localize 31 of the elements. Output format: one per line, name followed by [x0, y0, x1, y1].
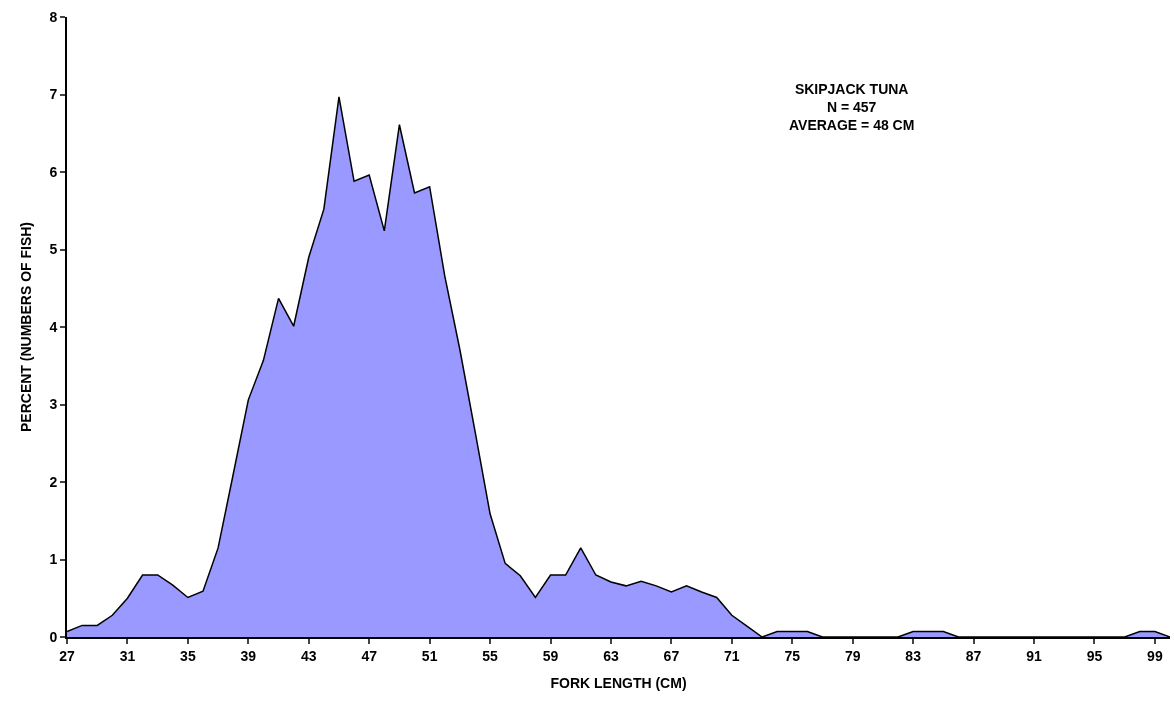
x-tick-label: 55 — [482, 647, 499, 664]
x-tick-label: 87 — [965, 647, 982, 664]
x-tick-label: 63 — [603, 647, 619, 664]
x-tick-label: 95 — [1086, 647, 1103, 664]
y-tick-label: 0 — [49, 628, 58, 645]
y-tick-label: 7 — [49, 86, 58, 103]
x-tick-label: 99 — [1147, 647, 1163, 664]
y-tick-label: 5 — [49, 241, 58, 258]
x-tick-label: 47 — [361, 647, 378, 664]
x-tick-label: 79 — [844, 647, 861, 664]
y-tick-label: 8 — [49, 8, 58, 25]
x-tick-label: 39 — [240, 647, 257, 664]
x-tick-label: 43 — [300, 647, 317, 664]
x-tick-label: 27 — [59, 647, 75, 664]
x-tick-label: 51 — [421, 647, 438, 664]
y-tick-label: 1 — [49, 551, 58, 568]
y-tick-label: 2 — [49, 473, 58, 490]
x-tick-label: 59 — [542, 647, 559, 664]
y-axis-title: PERCENT (NUMBERS OF FISH) — [17, 222, 34, 432]
y-tick-label: 4 — [49, 318, 58, 335]
x-tick-label: 35 — [180, 647, 196, 664]
x-tick-label: 91 — [1026, 647, 1043, 664]
x-tick-label: 83 — [905, 647, 922, 664]
y-tick-label: 6 — [49, 163, 58, 180]
annotation: SKIPJACK TUNA N = 457 AVERAGE = 48 CM — [789, 81, 915, 134]
x-tick-label: 67 — [663, 647, 680, 664]
x-axis-title: FORK LENGTH (CM) — [550, 674, 687, 691]
x-tick-label: 31 — [119, 647, 136, 664]
x-tick-label: 71 — [724, 647, 740, 664]
x-tick-label: 75 — [784, 647, 801, 664]
y-tick-label: 3 — [49, 396, 58, 413]
